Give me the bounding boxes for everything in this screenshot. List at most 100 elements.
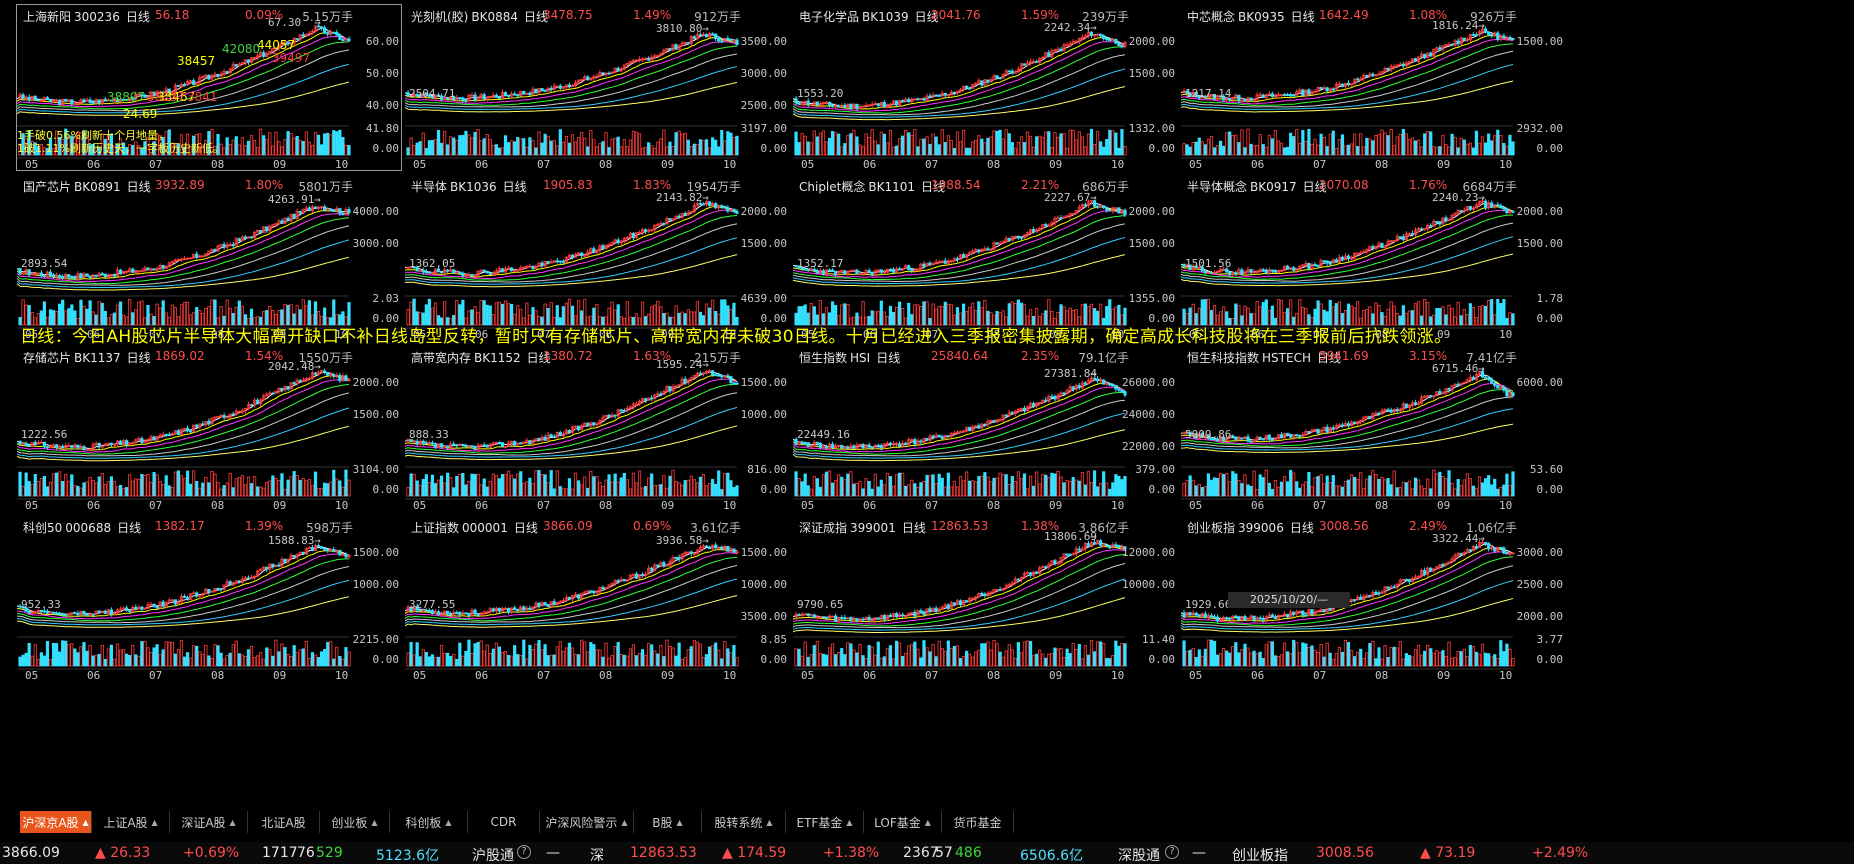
candle xyxy=(1095,33,1100,36)
candle xyxy=(167,262,171,268)
peak-label: 67.30 xyxy=(268,16,301,29)
volume-bar xyxy=(695,144,700,156)
candle xyxy=(901,100,905,102)
volume-bar xyxy=(283,303,287,326)
volume-bar xyxy=(552,316,556,326)
kline-panel[interactable]: 国产芯片 BK0891 日线 3932.89 1.80% 5801万手 4000.00 300… xyxy=(17,175,401,340)
volume-bar xyxy=(570,488,575,497)
volume-bar xyxy=(326,132,330,156)
candle xyxy=(1197,266,1201,269)
kline-panel[interactable]: 光刻机(胶) BK0884 日线 3478.75 1.49% 912万手 3500.00 30… xyxy=(405,5,789,170)
candle xyxy=(1025,232,1030,236)
candle xyxy=(106,275,110,278)
candle xyxy=(665,564,669,567)
candle xyxy=(100,610,104,613)
candle xyxy=(631,232,636,239)
kline-panel[interactable]: 电子化学品 BK1039 日线 2041.76 1.59% 239万手 2000.00 150… xyxy=(793,5,1177,170)
candle xyxy=(1432,49,1436,57)
candle xyxy=(497,607,502,612)
volume-bar xyxy=(161,300,165,326)
kline-panel[interactable]: Chiplet概念 BK1101 日线 1988.54 2.21% 686万手 2000.0… xyxy=(793,175,1177,340)
candle xyxy=(1197,433,1201,439)
candle xyxy=(1246,436,1250,442)
volume-bar xyxy=(622,473,626,497)
volume-bar xyxy=(1255,301,1259,326)
volume-bar xyxy=(1477,142,1482,156)
candle xyxy=(879,269,883,273)
volume-tick: 0.00 xyxy=(1537,312,1564,325)
volume-bar xyxy=(198,133,202,156)
volume-bar xyxy=(341,311,345,326)
candle xyxy=(852,103,856,109)
volume-bar xyxy=(1092,143,1097,156)
candle xyxy=(1493,32,1497,37)
candle xyxy=(671,44,675,51)
volume-bar xyxy=(852,483,856,497)
candle xyxy=(470,609,474,616)
candle xyxy=(332,31,336,34)
volume-bar xyxy=(1328,133,1332,156)
volume-bar xyxy=(922,138,926,156)
volume-bar xyxy=(131,144,135,156)
candle xyxy=(677,557,681,560)
candle xyxy=(564,256,569,263)
month-tick: 10 xyxy=(335,158,348,170)
volume-bar xyxy=(894,474,899,497)
volume-bar xyxy=(307,141,312,156)
volume-bar xyxy=(33,142,37,156)
peak-arrow: → xyxy=(314,16,321,29)
candle xyxy=(1322,260,1326,263)
volume-bar xyxy=(473,306,477,326)
volume-bar xyxy=(1028,135,1033,156)
kline-panel[interactable]: 中芯概念 BK0935 日线 1642.49 1.08% 926万手 1500.00 2932… xyxy=(1181,5,1565,170)
month-tick: 05 xyxy=(801,158,814,170)
volume-bar xyxy=(613,473,617,497)
month-tick: 05 xyxy=(413,499,426,511)
kline-panel[interactable]: 高带宽内存 BK1152 日线 1380.72 1.63% 215万手 1500.00 100… xyxy=(405,346,789,511)
candle xyxy=(298,551,302,555)
candle xyxy=(1289,267,1293,270)
volume-bar xyxy=(64,640,68,667)
candle xyxy=(546,434,550,441)
kline-panel[interactable]: 恒生科技指数 HSTECH 日线 5941.69 3.15% 7.41亿手 6000.00 5… xyxy=(1181,346,1565,511)
volume-bar xyxy=(861,488,865,497)
volume-bar xyxy=(1301,307,1305,326)
kline-panel[interactable]: 上海新阳 300236 日线 56.18 0.09% 5.15万手 60.00 50.00 40… xyxy=(16,4,402,171)
candle xyxy=(546,260,550,263)
candle xyxy=(992,242,996,250)
volume-bar xyxy=(286,131,290,156)
candle xyxy=(1267,269,1271,274)
kline-panel[interactable]: 半导体概念 BK0917 日线 2070.08 1.76% 6684万手 2000.00 15… xyxy=(1181,175,1565,340)
volume-bar xyxy=(968,306,972,326)
kline-panel[interactable]: 科创50 000688 日线 1382.17 1.39% 598万手 1500.00 1000… xyxy=(17,516,401,681)
candle xyxy=(631,60,636,62)
volume-tick: 2932.00 xyxy=(1517,122,1563,135)
volume-bar xyxy=(631,316,636,326)
volume-bar xyxy=(310,485,315,497)
volume-bar xyxy=(234,136,238,156)
kline-panel[interactable]: 存储芯片 BK1137 日线 1869.02 1.54% 1550万手 2000.00 150… xyxy=(17,346,401,511)
volume-bar xyxy=(274,131,278,156)
candle xyxy=(332,549,336,552)
candle xyxy=(467,445,471,448)
kline-panel[interactable]: 上证指数 000001 日线 3866.09 0.69% 3.61亿手 1500.00 100… xyxy=(405,516,789,681)
volume-bar xyxy=(1349,474,1354,497)
kline-panel[interactable]: 恒生指数 HSI 日线 25840.64 2.35% 79.1亿手 26000.00 2400… xyxy=(793,346,1177,511)
candle xyxy=(182,84,187,86)
kline-panel[interactable]: 半导体 BK1036 日线 1905.83 1.83% 1954万手 2000.00 1500… xyxy=(405,175,789,340)
candle xyxy=(668,386,672,392)
